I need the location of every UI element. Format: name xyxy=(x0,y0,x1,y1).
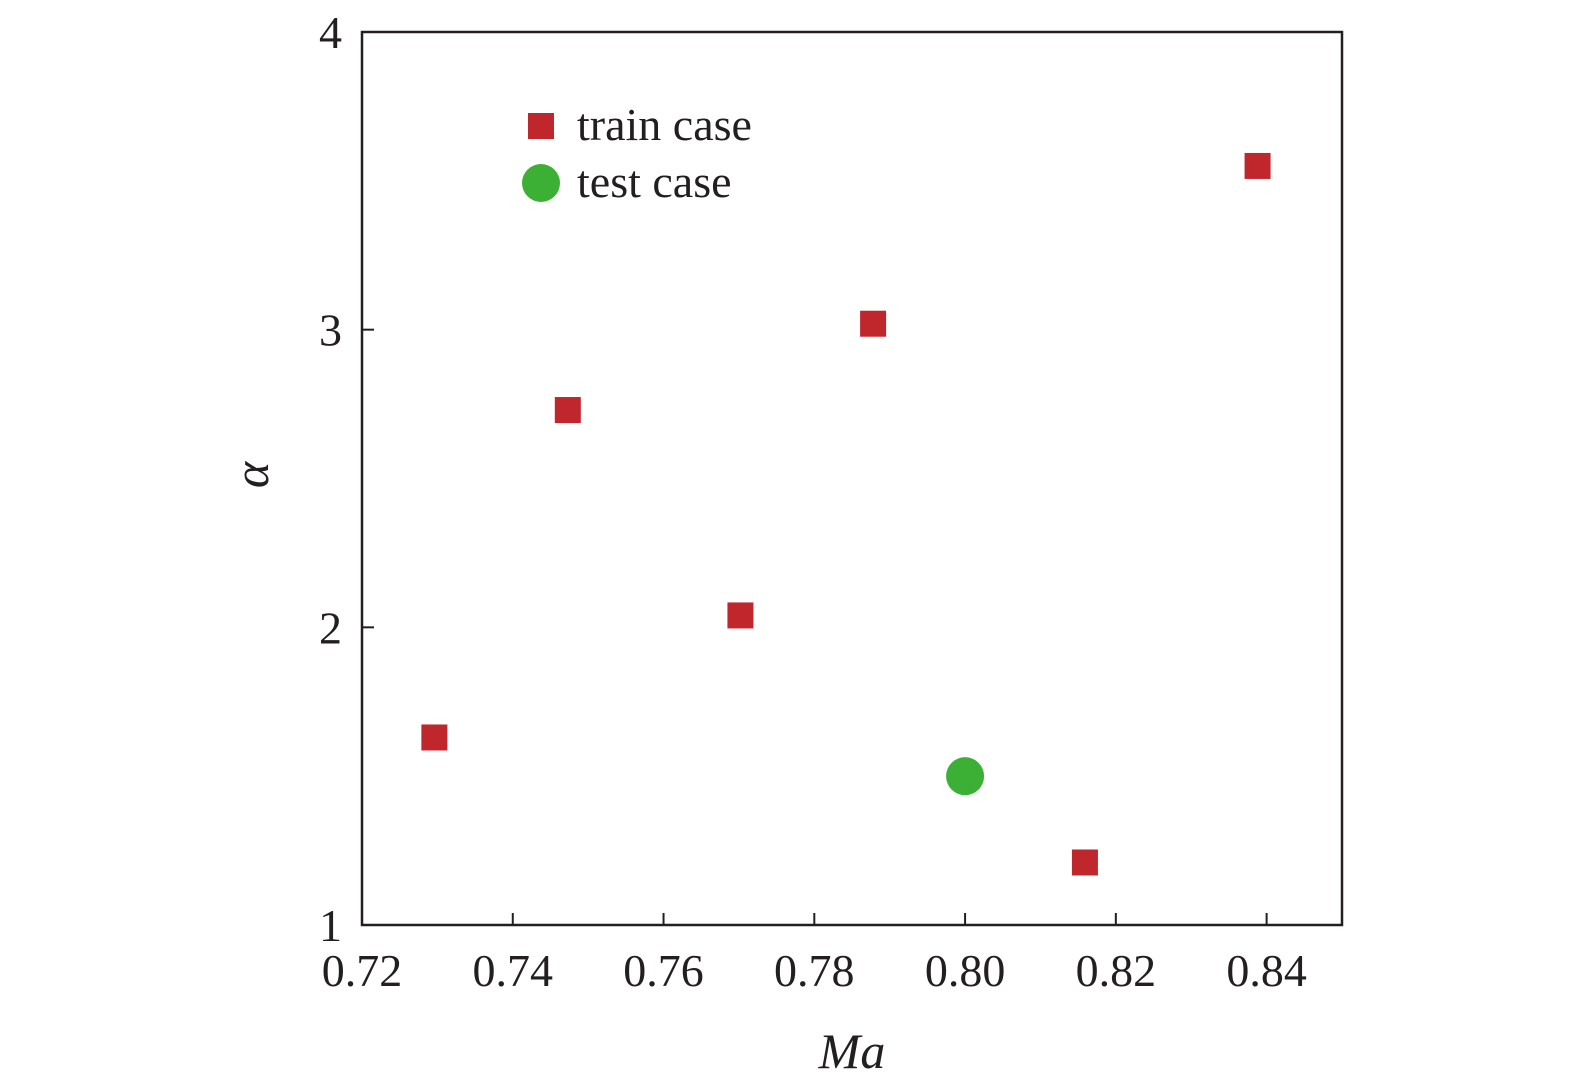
x-tick-label: 0.80 xyxy=(925,945,1006,996)
y-axis-label: α xyxy=(223,460,279,488)
legend-circle-icon xyxy=(522,164,560,202)
test-case-point xyxy=(946,757,985,796)
y-tick-label: 4 xyxy=(319,7,342,58)
y-axis: 1 2 3 4 xyxy=(319,7,374,951)
legend-label: test case xyxy=(577,156,732,207)
x-tick-label: 0.76 xyxy=(623,945,704,996)
x-tick-label: 0.74 xyxy=(473,945,554,996)
x-tick-label: 0.72 xyxy=(322,945,403,996)
x-axis-label: Ma xyxy=(818,1023,886,1079)
legend: train case test case xyxy=(522,99,752,207)
y-tick-label: 3 xyxy=(319,305,342,356)
legend-label: train case xyxy=(577,99,752,150)
train-case-point xyxy=(1071,849,1098,876)
train-case-point xyxy=(860,310,887,337)
train-case-point xyxy=(421,724,448,751)
plot-area-frame xyxy=(360,30,1344,927)
train-case-point xyxy=(1244,152,1271,179)
legend-square-icon xyxy=(528,113,554,139)
data-points xyxy=(421,152,1271,876)
train-case-point xyxy=(554,397,581,424)
x-tick-label: 0.84 xyxy=(1226,945,1307,996)
y-tick-label: 1 xyxy=(319,900,342,951)
y-tick-label: 2 xyxy=(319,602,342,653)
x-tick-label: 0.82 xyxy=(1076,945,1157,996)
x-axis: 0.72 0.74 0.76 0.78 0.80 0.82 0.84 xyxy=(322,913,1307,996)
x-tick-label: 0.78 xyxy=(774,945,855,996)
train-case-point xyxy=(727,602,754,629)
